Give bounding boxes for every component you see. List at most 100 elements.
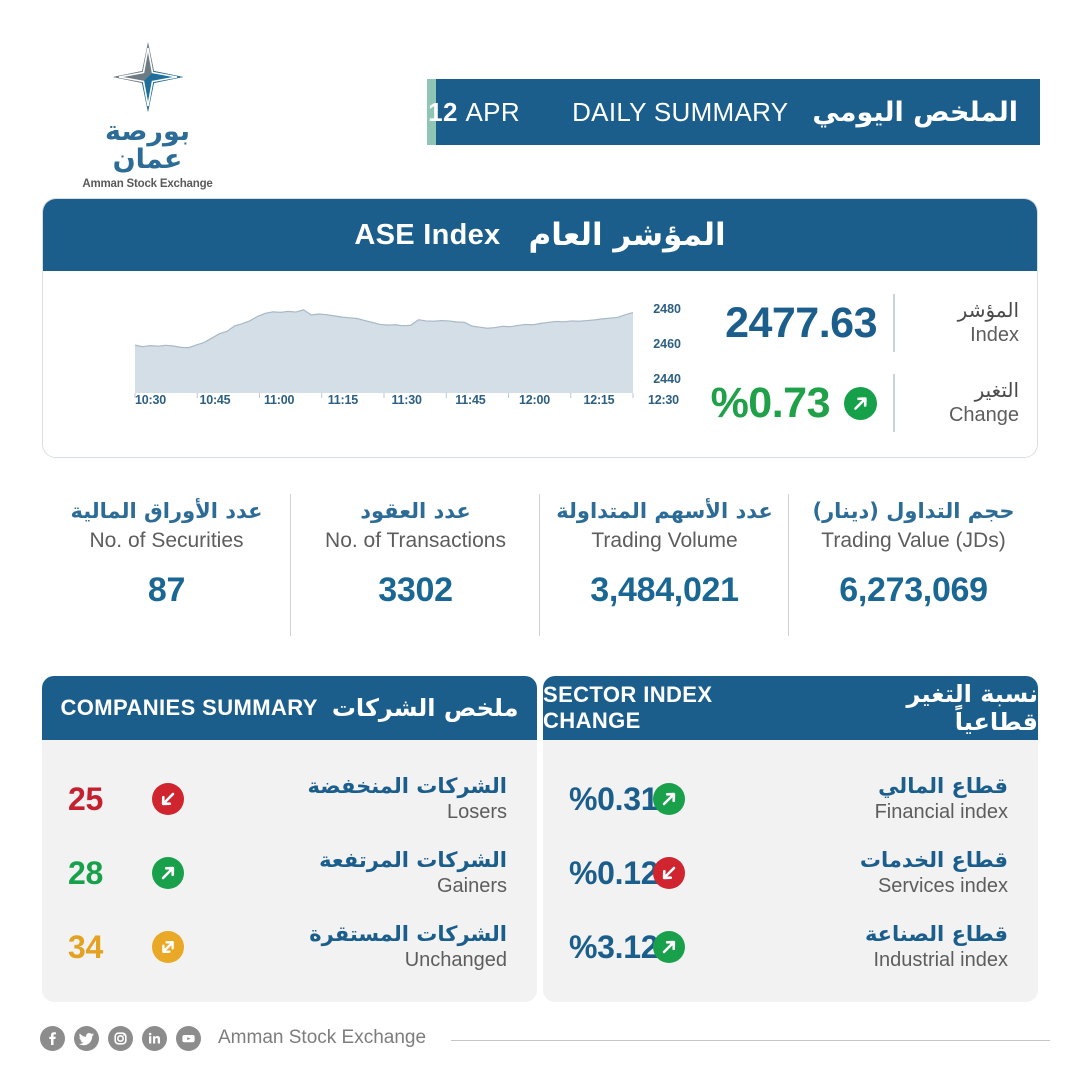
compass-star-icon <box>109 38 187 116</box>
index-card-body: 2480 2460 2440 10:30 10:45 11:00 11:15 11:30 11… <box>43 271 1037 457</box>
stat-label-en: Trading Volume <box>591 529 738 553</box>
chart-y-tick: 2460 <box>653 337 681 352</box>
figure-divider <box>893 294 895 352</box>
stat-label-ar: عدد الأوراق المالية <box>70 499 263 523</box>
row-label-ar: الشركات المستقرة <box>309 921 507 946</box>
row-value: %3.12 <box>569 928 659 965</box>
row-labels: الشركات المرتفعة Gainers <box>184 847 511 899</box>
sector-index-title-ar: نسبة التغير قطاعياً <box>906 680 1038 736</box>
chart-x-tick: 11:30 <box>391 393 422 407</box>
stat-value: 87 <box>147 571 186 610</box>
index-change-value: %0.73 <box>710 378 831 427</box>
arrow-up-right-icon <box>653 783 685 815</box>
arrow-down-right-icon <box>152 783 184 815</box>
index-card-header: ASE Index المؤشر العام <box>43 199 1037 271</box>
row-labels: الشركات المستقرة Unchanged <box>184 921 511 973</box>
stat-cell: حجم التداول (دينار) Trading Value (JDs) 6,… <box>789 488 1038 648</box>
chart-x-tick: 12:30 <box>647 393 679 407</box>
stat-value: 6,273,069 <box>839 571 988 610</box>
chart-x-tick: 10:30 <box>135 393 166 407</box>
panel-row: %3.12 قطاع الصناعة Industrial index <box>569 910 1012 984</box>
footer: Amman Stock Exchange <box>40 1018 1050 1058</box>
daily-summary-banner: 12 APR DAILY SUMMARY الملخص اليومي <box>427 79 1040 145</box>
market-stats-row: حجم التداول (دينار) Trading Value (JDs) 6,… <box>42 488 1038 648</box>
chart-area-plot <box>134 309 634 398</box>
arrow-up-right-icon <box>844 386 877 420</box>
index-title-en: ASE Index <box>354 218 501 251</box>
row-value: %0.31 <box>569 780 659 817</box>
row-label-en: Gainers <box>436 875 507 898</box>
row-label-en: Financial index <box>874 801 1008 824</box>
stat-cell: عدد الأوراق المالية No. of Securities 87 <box>42 488 291 648</box>
row-label-en: Unchanged <box>404 949 507 972</box>
row-value: 25 <box>68 780 103 817</box>
stat-value: 3,484,021 <box>590 571 739 610</box>
sector-index-title-en: SECTOR INDEX CHANGE <box>543 682 713 733</box>
companies-summary-header: COMPANIES SUMMARY ملخص الشركات <box>42 676 537 740</box>
banner-day: 12 <box>428 96 458 127</box>
row-label-en: Services index <box>877 875 1008 898</box>
banner-title-en: DAILY SUMMARY <box>572 96 789 127</box>
logo-english-text: Amman Stock Exchange <box>82 177 213 190</box>
chart-area-fill <box>135 309 633 393</box>
chart-x-tick: 11:45 <box>455 393 486 407</box>
footer-rule <box>451 1039 1050 1041</box>
figure-divider <box>893 374 895 432</box>
stat-label-en: Trading Value (JDs) <box>821 529 1006 553</box>
row-value: 34 <box>68 928 103 965</box>
index-label-ar: المؤشر <box>957 298 1019 322</box>
row-labels: قطاع الخدمات Services index <box>685 847 1012 899</box>
stat-cell: عدد العقود No. of Transactions 3302 <box>291 488 540 648</box>
chart-line <box>134 309 634 349</box>
row-label-ar: قطاع المالي <box>878 773 1008 798</box>
sector-index-body: %0.31 قطاع المالي Financial index %0.12 قطاع… <box>543 740 1038 1002</box>
arrow-two-way-icon <box>152 931 184 963</box>
ase-logo: بورصة عمان Amman Stock Exchange <box>70 38 225 190</box>
chart-x-tick: 12:00 <box>519 393 550 407</box>
facebook-icon[interactable] <box>40 1025 65 1051</box>
index-value-row: 2477.63 المؤشر Index <box>689 283 1019 363</box>
row-labels: الشركات المنخفضة Losers <box>184 773 511 825</box>
sector-index-header: SECTOR INDEX CHANGE نسبة التغير قطاعياً <box>543 676 1038 740</box>
logo-arabic-text: بورصة عمان <box>104 116 191 176</box>
arrow-up-right-icon <box>152 857 184 889</box>
change-labels: التغير Change <box>911 378 1019 428</box>
banner-date: 12 APR <box>428 97 520 128</box>
arrow-down-right-icon <box>653 857 685 889</box>
chart-x-tick: 10:45 <box>199 393 231 407</box>
index-change-row: %0.73 التغير Change <box>689 363 1019 443</box>
sector-index-change-panel: SECTOR INDEX CHANGE نسبة التغير قطاعياً … <box>543 676 1038 1002</box>
row-label-en: Industrial index <box>873 949 1008 972</box>
row-labels: قطاع الصناعة Industrial index <box>685 921 1012 973</box>
instagram-icon[interactable] <box>108 1025 133 1051</box>
banner-title-ar: الملخص اليومي <box>812 96 1018 128</box>
chart-y-tick: 2440 <box>653 372 681 387</box>
stat-label-en: No. of Transactions <box>325 529 506 553</box>
arrow-up-right-icon <box>653 931 685 963</box>
stat-label-ar: عدد الأسهم المتداولة <box>556 499 773 523</box>
companies-summary-title-ar: ملخص الشركات <box>331 694 519 722</box>
row-label-ar: قطاع الخدمات <box>859 847 1008 872</box>
panel-row: %0.31 قطاع المالي Financial index <box>569 762 1012 836</box>
stat-label-en: No. of Securities <box>89 529 244 553</box>
row-value: 28 <box>68 854 103 891</box>
change-label-en: Change <box>948 404 1019 426</box>
intraday-chart: 2480 2460 2440 10:30 10:45 11:00 11:15 11:30 11… <box>93 289 681 421</box>
twitter-icon[interactable] <box>74 1025 99 1051</box>
row-label-ar: قطاع الصناعة <box>864 921 1008 946</box>
companies-summary-title-en: COMPANIES SUMMARY <box>60 695 318 720</box>
chart-x-tick: 11:00 <box>263 393 295 407</box>
row-label-ar: الشركات المرتفعة <box>319 847 507 872</box>
companies-summary-panel: COMPANIES SUMMARY ملخص الشركات 25 الشركات… <box>42 676 537 1002</box>
youtube-icon[interactable] <box>176 1025 201 1051</box>
index-value: 2477.63 <box>725 298 877 347</box>
index-figures: 2477.63 المؤشر Index %0.73 التغير Chang <box>689 283 1019 443</box>
chart-y-axis-ticks: 2480 2460 2440 <box>635 299 681 395</box>
chart-x-tick: 11:15 <box>327 393 358 407</box>
index-label-en: Index <box>970 324 1019 346</box>
companies-summary-body: 25 الشركات المنخفضة Losers 28 الشركات المرتف… <box>42 740 537 1002</box>
stat-label-ar: عدد العقود <box>360 499 471 523</box>
chart-x-tick: 12:15 <box>583 393 615 407</box>
linkedin-icon[interactable] <box>142 1025 167 1051</box>
ase-index-card: ASE Index المؤشر العام 2480 2460 2440 10:3… <box>42 198 1038 458</box>
